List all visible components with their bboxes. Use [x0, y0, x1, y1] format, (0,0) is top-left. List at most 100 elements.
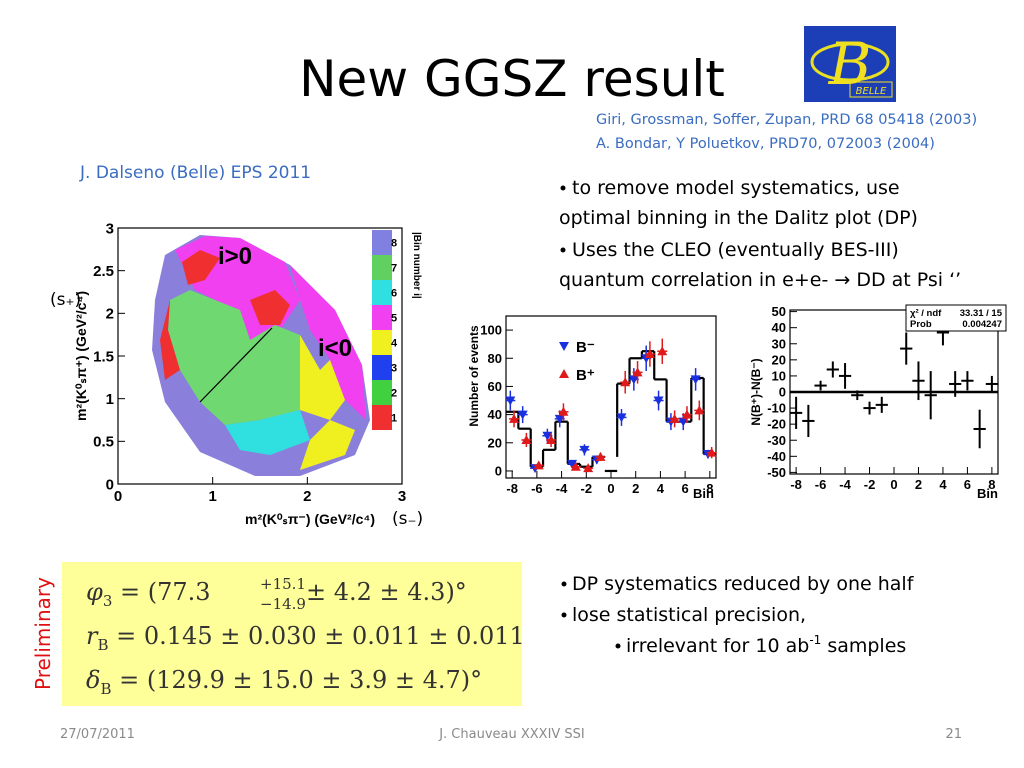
- reference: Giri, Grossman, Soffer, Zupan, PRD 68 05…: [596, 112, 977, 128]
- colorbar-label: 7: [391, 263, 397, 275]
- footer-date: 27/07/2011: [60, 727, 135, 742]
- plot-frame: [505, 315, 717, 479]
- y-tick-label: -40: [767, 449, 786, 464]
- x-variable: (s₋): [392, 509, 423, 529]
- data-point: [706, 447, 717, 457]
- x-tick-label: -8: [790, 477, 802, 492]
- data-point: [628, 375, 639, 385]
- y-tick-label: 3: [106, 220, 114, 237]
- colorbar-cell: [372, 330, 392, 355]
- y-tick-label: 80: [488, 351, 502, 366]
- y-tick-label: -20: [767, 417, 786, 432]
- data-point: [570, 461, 581, 471]
- belle-logo: B BELLE: [804, 26, 896, 102]
- text-span: B: [97, 636, 108, 654]
- text-span: B: [100, 680, 111, 698]
- y-tick-label: 100: [480, 323, 502, 338]
- y-tick-label: 40: [488, 407, 502, 422]
- formula-box: [62, 562, 522, 706]
- x-tick-label: -6: [531, 481, 543, 496]
- x-tick-label: 0: [607, 481, 614, 496]
- data-point: [517, 410, 528, 420]
- formula-tail: ± 4.2 ± 4.3)°: [306, 578, 467, 606]
- x-tick-label: 0: [890, 477, 897, 492]
- logo-box: [849, 81, 893, 98]
- bullet: [561, 581, 567, 587]
- colorbar-cell: [372, 255, 392, 280]
- dalitz-region: [300, 335, 345, 420]
- data-point: [546, 434, 557, 444]
- credit: J. Dalseno (Belle) EPS 2011: [79, 163, 311, 183]
- bullet-text: quantum correlation in e+e- → DD at Psi …: [559, 269, 961, 291]
- data-point: [505, 396, 516, 406]
- text-span: -1: [809, 633, 821, 647]
- y-tick-label: 60: [488, 379, 502, 394]
- colorbar-label: 6: [391, 288, 397, 300]
- data-point: [542, 431, 553, 441]
- bullet-text: optimal binning in the Dalitz plot (DP): [559, 207, 918, 229]
- footer-center: J. Chauveau XXXIV SSI: [438, 727, 585, 742]
- colorbar-label: 1: [391, 413, 397, 425]
- colorbar-cell: [372, 405, 392, 430]
- dalitz-region: [160, 300, 180, 380]
- y-tick-label: 2.5: [93, 263, 114, 280]
- y-axis-label: N(B⁺)-N(B⁻): [749, 358, 763, 425]
- x-axis-label: Bin: [693, 486, 714, 501]
- text-span: = (77.3: [112, 578, 210, 606]
- stats-key: Prob: [910, 319, 932, 330]
- data-point: [620, 377, 631, 387]
- colorbar-cell: [372, 230, 392, 255]
- data-point: [678, 417, 689, 427]
- bullet: [561, 612, 567, 618]
- y-tick-label: -10: [767, 401, 786, 416]
- bullet-text: Uses the CLEO (eventually BES-III): [572, 239, 899, 261]
- dalitz-region: [300, 420, 355, 470]
- y-tick-label: 20: [772, 352, 786, 367]
- text-span: 3: [103, 592, 113, 610]
- colorbar-title: |Bin number i|: [411, 232, 422, 299]
- y-tick-label: 0: [106, 476, 114, 493]
- data-point: [690, 375, 701, 385]
- stats-value: 33.31 / 15: [960, 308, 1003, 319]
- stats-box: [905, 304, 1007, 332]
- colorbar-cell: [372, 305, 392, 330]
- y-tick-label: 40: [772, 320, 786, 335]
- legend-label: B⁺: [576, 367, 595, 384]
- y-axis-label: Number of events: [467, 325, 481, 427]
- dalitz-region: [290, 265, 366, 420]
- text-span: φ: [86, 578, 103, 606]
- y-variable: (s₊): [50, 290, 81, 310]
- formula: rB = 0.145 ± 0.030 ± 0.011 ± 0.011: [86, 622, 525, 654]
- footer-page: 21: [945, 727, 962, 742]
- text-span: δ: [86, 666, 100, 694]
- x-tick-label: -8: [506, 481, 518, 496]
- data-point: [669, 413, 680, 423]
- bullet: [560, 247, 566, 253]
- formula: φ3 = (77.3: [86, 578, 211, 610]
- data-point: [657, 346, 668, 356]
- legend-marker: [559, 342, 569, 351]
- x-tick-label: 2: [632, 481, 639, 496]
- formula-sub: −14.9: [260, 595, 306, 613]
- bullet: [560, 185, 566, 191]
- text-span: = 0.145 ± 0.030 ± 0.011 ± 0.011: [109, 622, 525, 650]
- preliminary-label: Preliminary: [31, 577, 55, 690]
- data-point: [681, 409, 692, 419]
- text-span: lose statistical precision,: [572, 604, 806, 626]
- colorbar-label: 3: [391, 363, 397, 375]
- colorbar-label: 5: [391, 313, 397, 325]
- x-tick-label: 6: [682, 481, 689, 496]
- x-tick-label: 0: [114, 488, 122, 505]
- text-span: irrelevant for 10 ab: [626, 635, 809, 657]
- text-span: r: [86, 622, 99, 650]
- data-point: [632, 367, 643, 377]
- x-tick-label: 2: [915, 477, 922, 492]
- x-tick-label: 4: [939, 477, 947, 492]
- y-tick-label: 2: [106, 306, 114, 323]
- y-tick-label: 1: [106, 391, 114, 408]
- x-tick-label: -2: [581, 481, 593, 496]
- slide-title: New GGSZ result: [299, 50, 725, 108]
- x-tick-label: 8: [706, 481, 713, 496]
- data-point: [653, 396, 664, 406]
- legend-marker: [559, 369, 569, 378]
